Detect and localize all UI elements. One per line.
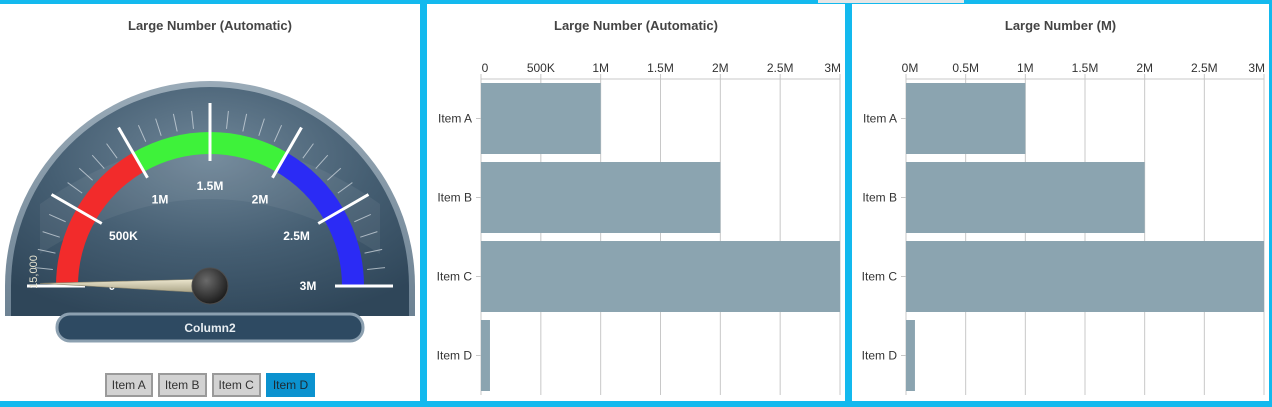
gauge-minor-tick <box>226 110 229 129</box>
gauge-minor-tick <box>49 213 66 223</box>
gauge-tick-label: 1.5M <box>197 179 224 193</box>
gauge-major-tick <box>271 126 303 179</box>
gauge-title: Large Number (Automatic) <box>128 18 292 33</box>
y-tick-label: Item D <box>437 349 473 363</box>
gauge-minor-tick <box>37 248 56 254</box>
gauge-major-tick <box>317 193 370 225</box>
gauge-label: Column2 <box>184 321 236 335</box>
gauge-minor-tick <box>354 213 371 223</box>
x-tick-label: 3M <box>824 61 841 75</box>
x-tick-label: 1M <box>1017 61 1034 75</box>
gauge-minor-tick <box>242 113 248 132</box>
x-tick-label: 0M <box>902 61 919 75</box>
gauge-value-label: 15,000 <box>28 255 40 289</box>
y-tick-label: Item C <box>437 270 473 284</box>
gauge-minor-tick <box>367 267 386 270</box>
top-tab-indicator <box>818 0 964 3</box>
gauge-minor-tick <box>172 113 178 132</box>
bar <box>481 320 490 391</box>
bar <box>906 162 1145 233</box>
bar-chart-m: 0M 0.5M 1M 1.5M 2M 2.5M 3M Item A Item B Item C It… <box>862 61 1265 395</box>
gauge-minor-tick <box>315 154 329 169</box>
x-tick-label: 3M <box>1248 61 1265 75</box>
x-tick-label: 1.5M <box>647 61 674 75</box>
x-tick-label: 1.5M <box>1072 61 1099 75</box>
x-tick-label: 2.5M <box>1191 61 1218 75</box>
y-tick-label: Item B <box>437 191 472 205</box>
gauge-minor-tick <box>91 154 105 169</box>
gauge-label-box <box>55 312 365 343</box>
item-c-button[interactable]: Item C <box>211 373 261 397</box>
gauge-tick-label: 2.5M <box>283 229 310 243</box>
bar-chart-m-title: Large Number (M) <box>1004 18 1117 33</box>
gauge-minor-tick <box>42 231 60 238</box>
gauge-minor-tick <box>137 125 147 142</box>
y-tick-label: Item A <box>438 112 472 126</box>
y-tick-label: Item D <box>862 349 898 363</box>
gauge-tick-label: 2M <box>252 192 269 206</box>
x-tick-label: 0.5M <box>952 61 979 75</box>
gauge-minor-tick <box>364 248 383 254</box>
gauge-minor-tick <box>337 182 353 194</box>
gauge-minor-tick <box>191 110 194 129</box>
bar <box>481 83 601 154</box>
gauge-minor-tick <box>360 231 378 238</box>
y-tick-label: Item A <box>863 112 897 126</box>
bar-chart-automatic: 0 500K 1M 1.5M 2M 2.5M 3M Item A Item B Item C Ite… <box>437 61 841 395</box>
y-tick-label: Item C <box>862 270 898 284</box>
bar-chart-automatic-panel: Large Number (Automatic) 0 500K 1M 1.5M 2M 2.… <box>427 4 845 401</box>
item-d-button[interactable]: Item D <box>265 373 316 397</box>
bar <box>906 83 1026 154</box>
gauge-tick-label: 1M <box>152 192 169 206</box>
gauge-minor-tick <box>302 143 314 159</box>
bar-chart-m-panel: Large Number (M) 0M 0.5M 1M 1.5M 2M 2.5M 3M Ite… <box>852 4 1269 401</box>
bar <box>481 162 721 233</box>
x-tick-label: 1M <box>592 61 609 75</box>
gauge-tick-label: 500K <box>109 229 138 243</box>
x-tick-label: 2M <box>1136 61 1153 75</box>
gauge-minor-tick <box>273 125 283 142</box>
gauge-band-0 <box>56 152 144 286</box>
y-tick-label: Item B <box>862 191 897 205</box>
gauge-band-2 <box>276 152 364 286</box>
gauge-minor-tick <box>78 167 93 181</box>
item-b-button[interactable]: Item B <box>157 373 207 397</box>
gauge-tick-label: 3M <box>300 279 317 293</box>
gauge-minor-tick <box>34 267 53 270</box>
item-a-button[interactable]: Item A <box>104 373 153 397</box>
gauge-minor-tick <box>67 182 83 194</box>
gauge-needle-cap <box>191 267 229 305</box>
x-tick-label: 500K <box>527 61 555 75</box>
bar-chart-automatic-title: Large Number (Automatic) <box>554 18 718 33</box>
x-tick-label: 2.5M <box>767 61 794 75</box>
gauge-minor-tick <box>258 118 265 136</box>
item-button-group: Item A Item B Item C Item D <box>0 373 420 397</box>
gauge-face <box>11 87 409 316</box>
x-tick-label: 2M <box>712 61 729 75</box>
bar <box>481 241 840 312</box>
gauge-minor-tick <box>327 167 342 181</box>
bar <box>906 320 915 391</box>
gauge-panel: Large Number (Automatic) 0500K1M1.5M2M2.… <box>0 4 420 401</box>
gauge-minor-tick <box>106 143 118 159</box>
gauge-major-tick <box>117 126 149 179</box>
gauge-major-tick <box>50 193 103 225</box>
x-tick-label: 0 <box>482 61 489 75</box>
bar <box>906 241 1264 312</box>
gauge-minor-tick <box>155 118 162 136</box>
